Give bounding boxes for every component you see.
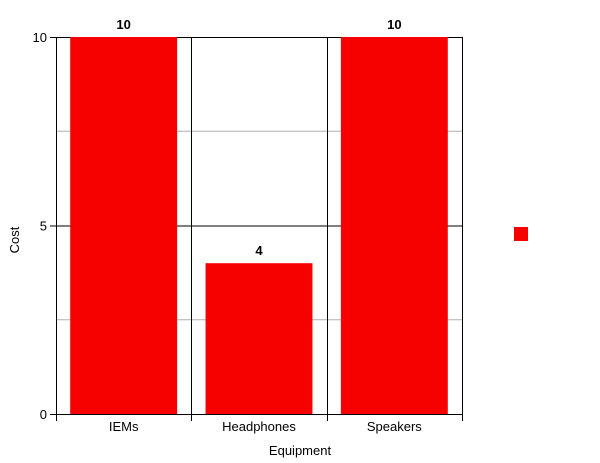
y-tick-label: 10 (33, 30, 47, 45)
legend-swatch (514, 227, 528, 241)
x-tick-label: IEMs (109, 419, 139, 434)
x-axis-ticks: IEMs Headphones Speakers (109, 419, 422, 434)
data-label: 10 (116, 17, 130, 32)
bars (70, 37, 448, 414)
y-tick-label: 0 (40, 407, 47, 422)
bar (340, 37, 448, 414)
y-tick-label: 5 (40, 219, 47, 234)
data-labels: 10 4 10 (116, 17, 401, 258)
y-axis-ticks: 0 5 10 (33, 30, 56, 422)
x-tick-label: Speakers (367, 419, 422, 434)
plot-frame (56, 37, 463, 421)
bar (70, 37, 178, 414)
y-axis-label: Cost (7, 226, 22, 253)
data-label: 10 (387, 17, 401, 32)
x-axis-label: Equipment (269, 443, 332, 458)
data-label: 4 (255, 243, 263, 258)
x-tick-label: Headphones (222, 419, 296, 434)
bar (205, 263, 313, 414)
